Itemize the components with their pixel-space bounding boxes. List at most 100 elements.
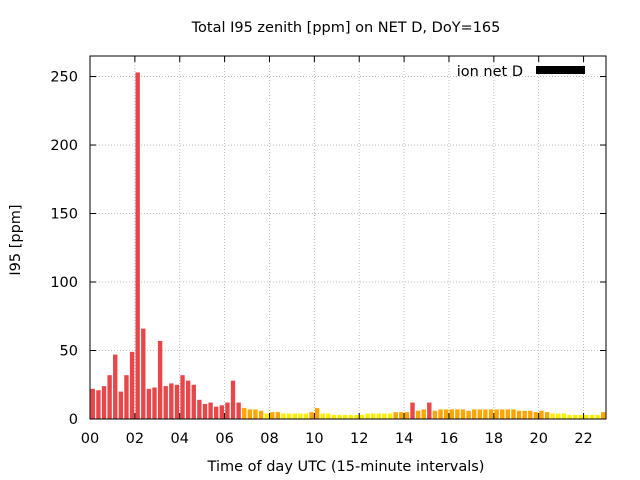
bar: [264, 413, 269, 419]
bar: [247, 409, 253, 419]
bar: [572, 414, 578, 419]
bar: [214, 406, 219, 419]
bar: [107, 375, 112, 419]
bar: [113, 354, 118, 419]
bar: [129, 351, 135, 419]
bar: [326, 413, 331, 419]
bar: [494, 409, 499, 419]
bar: [320, 413, 325, 419]
x-tick-label: 10: [305, 431, 323, 447]
bar: [157, 340, 163, 419]
bar: [516, 410, 522, 419]
bar: [432, 410, 438, 419]
bar: [601, 412, 606, 419]
bar: [393, 412, 398, 419]
bar: [135, 72, 140, 419]
legend-swatch-ion-net-d: [536, 66, 585, 74]
bar: [382, 413, 387, 419]
bar: [146, 388, 152, 419]
bar: [410, 402, 415, 419]
bar: [483, 409, 488, 419]
x-tick-label: 04: [171, 431, 189, 447]
bar: [219, 405, 224, 419]
y-axis-ticks: 0 50 100 150 200 250: [50, 70, 606, 428]
bar: [376, 413, 382, 419]
bar: [584, 414, 589, 419]
bar: [185, 380, 191, 419]
x-tick-label: 18: [485, 431, 503, 447]
bar: [371, 413, 376, 419]
bar: [387, 413, 393, 419]
x-tick-label: 22: [574, 431, 592, 447]
legend-label-ion-net-d: ion net D: [457, 64, 523, 80]
bar: [589, 414, 595, 419]
bar: [359, 414, 365, 419]
x-axis-label: Time of day UTC (15-minute intervals): [207, 459, 485, 475]
x-tick-label: 00: [81, 431, 99, 447]
bar: [197, 399, 202, 419]
bar: [365, 413, 370, 419]
bar: [443, 409, 449, 419]
y-tick-label: 100: [50, 275, 78, 291]
bar: [152, 387, 157, 419]
bar: [511, 409, 516, 419]
bar: [528, 410, 533, 419]
bar: [96, 390, 101, 419]
bar: [427, 402, 432, 419]
bar: [124, 375, 129, 419]
bar: [236, 402, 241, 419]
plot-area-border: [89, 55, 607, 420]
bar: [242, 408, 247, 419]
bar: [174, 384, 180, 419]
bars: [90, 72, 606, 419]
chart-title: Total I95 zenith [ppm] on NET D, DoY=165: [191, 20, 501, 36]
bar: [225, 402, 230, 419]
bar: [460, 409, 466, 419]
x-tick-label: 14: [395, 431, 413, 447]
bar: [286, 413, 292, 419]
bar: [477, 409, 482, 419]
bar: [163, 386, 168, 419]
bar: [90, 388, 95, 419]
bar: [556, 413, 561, 419]
y-tick-label: 200: [50, 138, 78, 154]
x-tick-label: 12: [350, 431, 368, 447]
x-tick-label: 02: [126, 431, 144, 447]
bar: [488, 409, 494, 419]
bar: [348, 414, 353, 419]
x-tick-label: 06: [215, 431, 233, 447]
x-tick-label: 20: [529, 431, 547, 447]
x-tick-label: 08: [260, 431, 278, 447]
bar: [550, 413, 555, 419]
legend: ion net D: [457, 64, 585, 80]
bar: [202, 403, 208, 419]
bar: [253, 409, 258, 419]
bar: [354, 414, 359, 419]
bar: [298, 413, 303, 419]
bar: [399, 412, 404, 419]
x-axis-ticks: 00 02 04 06 08 10 12 14 16 18 20 22: [81, 56, 593, 447]
bar: [522, 410, 527, 419]
bar: [303, 413, 309, 419]
bar: [314, 408, 320, 419]
bar: [101, 386, 107, 419]
bar: [472, 409, 477, 419]
bar: [567, 414, 572, 419]
bar: [505, 409, 511, 419]
bar: [404, 412, 410, 419]
y-tick-label: 150: [50, 207, 78, 223]
y-tick-label: 0: [69, 412, 78, 428]
bar: [544, 412, 550, 419]
bar: [275, 412, 281, 419]
y-tick-label: 250: [50, 70, 78, 86]
bar: [343, 414, 348, 419]
bar: [309, 412, 314, 419]
bar: [331, 414, 337, 419]
bar: [258, 410, 264, 419]
bar: [141, 328, 146, 419]
x-tick-label: 16: [440, 431, 458, 447]
bar: [270, 412, 275, 419]
bar: [421, 409, 426, 419]
